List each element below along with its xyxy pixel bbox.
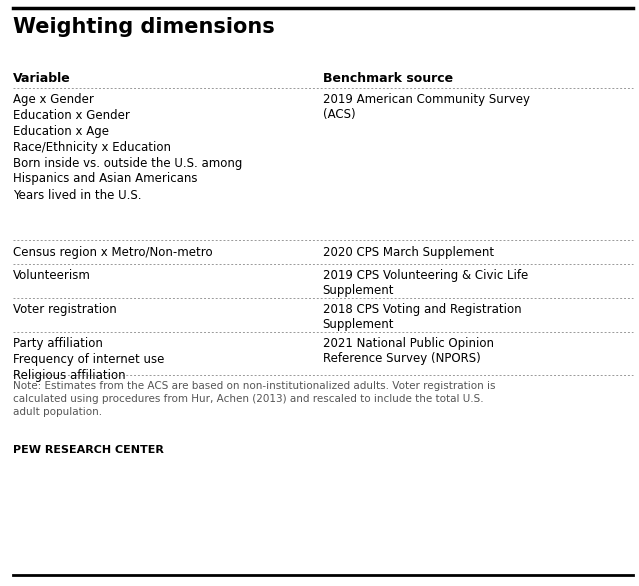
Text: Note: Estimates from the ACS are based on non-institutionalized adults. Voter re: Note: Estimates from the ACS are based o… xyxy=(13,381,495,417)
Text: Education x Gender: Education x Gender xyxy=(13,109,130,122)
Text: 2018 CPS Voting and Registration
Supplement: 2018 CPS Voting and Registration Supplem… xyxy=(323,303,521,331)
Text: 2020 CPS March Supplement: 2020 CPS March Supplement xyxy=(323,246,494,259)
Text: Religious affiliation: Religious affiliation xyxy=(13,369,125,382)
Text: Census region x Metro/Non-metro: Census region x Metro/Non-metro xyxy=(13,246,212,259)
Text: Party affiliation: Party affiliation xyxy=(13,337,103,350)
Text: 2019 CPS Volunteering & Civic Life
Supplement: 2019 CPS Volunteering & Civic Life Suppl… xyxy=(323,269,528,297)
Text: Volunteerism: Volunteerism xyxy=(13,269,91,282)
Text: Years lived in the U.S.: Years lived in the U.S. xyxy=(13,189,141,202)
Text: Born inside vs. outside the U.S. among
Hispanics and Asian Americans: Born inside vs. outside the U.S. among H… xyxy=(13,157,242,185)
Text: Voter registration: Voter registration xyxy=(13,303,116,316)
Text: PEW RESEARCH CENTER: PEW RESEARCH CENTER xyxy=(13,445,164,455)
Text: Age x Gender: Age x Gender xyxy=(13,93,94,106)
Text: Frequency of internet use: Frequency of internet use xyxy=(13,353,164,366)
Text: Variable: Variable xyxy=(13,72,70,85)
Text: 2019 American Community Survey
(ACS): 2019 American Community Survey (ACS) xyxy=(323,93,530,121)
Text: Benchmark source: Benchmark source xyxy=(323,72,453,85)
Text: Education x Age: Education x Age xyxy=(13,125,109,138)
Text: Weighting dimensions: Weighting dimensions xyxy=(13,17,275,37)
Text: 2021 National Public Opinion
Reference Survey (NPORS): 2021 National Public Opinion Reference S… xyxy=(323,337,494,365)
Text: Race/Ethnicity x Education: Race/Ethnicity x Education xyxy=(13,141,171,154)
